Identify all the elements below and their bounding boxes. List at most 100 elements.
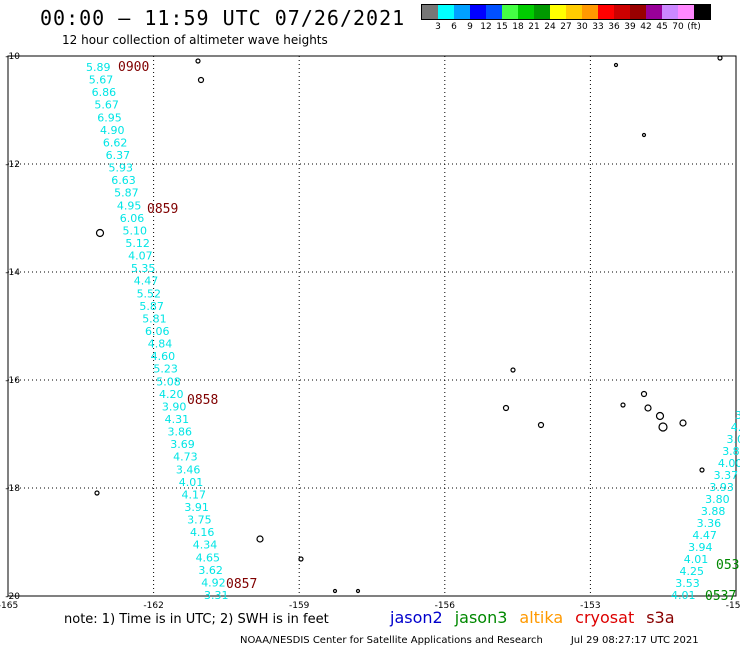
track-value-label: 3.53 [675, 577, 700, 590]
y-tick-label: -18 [5, 484, 20, 494]
island-outline [679, 419, 687, 427]
track-value-label: 6.37 [106, 149, 130, 162]
x-tick-label: -162 [143, 601, 163, 611]
track-value-label: 5.10 [123, 224, 147, 237]
track-value-label: 5.81 [142, 312, 167, 325]
footer: NOAA/NESDIS Center for Satellite Applica… [240, 635, 699, 646]
colorbar-swatch [550, 5, 566, 19]
track-value-label: 4.20 [159, 388, 184, 401]
map-title: 00:00 – 11:59 UTC 07/26/2021 [40, 6, 406, 30]
colorbar-swatch [694, 5, 710, 19]
track-value-label: 3.80 [705, 493, 730, 506]
track-value-label: 6.62 [103, 136, 128, 149]
track-value-label: 3.62 [198, 564, 223, 577]
satellite-legend-jason2: jason2 [390, 608, 443, 627]
colorbar-swatch [582, 5, 598, 19]
colorbar-tick-label: 6 [451, 22, 457, 32]
track-value-label: 4.31 [165, 413, 190, 426]
colorbar-swatch [518, 5, 534, 19]
track-value-label: 6.86 [92, 86, 117, 99]
colorbar-tick-label: 45 [656, 22, 668, 32]
track-value-label: 3.88 [722, 445, 740, 458]
track-value-label: 3.46 [176, 463, 201, 476]
track-value-label: 4.47 [692, 529, 717, 542]
island-outline [355, 588, 361, 594]
track-value-label: 5.89 [86, 61, 111, 74]
track-time-label: 0858 [187, 393, 218, 408]
track-value-label: 4.73 [173, 451, 198, 464]
colorbar-swatch [470, 5, 486, 19]
x-tick-label: -156 [435, 601, 456, 611]
colorbar-tick-label: 3 [435, 22, 441, 32]
colorbar-swatch [454, 5, 470, 19]
island-outline [510, 367, 516, 373]
track-value-label: 4.84 [148, 338, 173, 351]
colorbar-tick-label: 18 [512, 22, 524, 32]
y-tick-label: -16 [5, 376, 20, 386]
track-value-label: 3.0 [726, 433, 740, 446]
island-outline [641, 132, 647, 138]
island-outline [658, 422, 668, 432]
x-tick-label: -153 [580, 601, 600, 611]
colorbar-tick-label: 30 [576, 22, 588, 32]
island-outline [195, 58, 201, 64]
track-value-label: 4.01 [684, 553, 709, 566]
colorbar-unit: (ft) [687, 22, 701, 32]
track-value-label: 4.65 [196, 551, 221, 564]
track-value-label: 4.90 [100, 124, 125, 137]
satellite-legend-jason3: jason3 [454, 608, 508, 627]
track-time-label: 053 [716, 558, 739, 573]
satellite-legend-cryosat: cryosat [575, 608, 635, 627]
track-value-label: 4.34 [193, 539, 218, 552]
island-outline [640, 390, 648, 398]
colorbar-swatch [678, 5, 694, 19]
colorbar-swatch [438, 5, 454, 19]
colorbar-tick-label: 70 [672, 22, 684, 32]
track-value-label: 4.07 [128, 250, 153, 263]
island-outline [502, 404, 510, 412]
y-tick-label: -14 [5, 268, 20, 278]
track-value-label: 6.95 [97, 111, 122, 124]
track-value-label: 3.31 [204, 589, 229, 602]
x-tick-label: -150 [726, 601, 740, 611]
track-time-label: 0859 [147, 202, 178, 217]
island-outline [95, 228, 105, 238]
track-value-label: 4.95 [117, 199, 141, 212]
colorbar-tick-label: 39 [624, 22, 636, 32]
track-value-label: 5.35 [131, 262, 156, 275]
track-value-label: 5.67 [94, 99, 119, 112]
track-value-label: 3.36 [697, 517, 722, 530]
colorbar-swatch [486, 5, 502, 19]
colorbar-swatch [614, 5, 630, 19]
colorbar-swatch [422, 5, 438, 19]
track-value-label: 5.23 [153, 363, 178, 376]
track-value-label: 4.17 [182, 488, 207, 501]
colorbar-tick-label: 27 [560, 22, 572, 32]
units-note: note: 1) Time is in UTC; 2) SWH is in fe… [64, 612, 329, 627]
colorbar-swatches [421, 4, 711, 20]
colorbar-legend: 3 6 9 12 15 18 21 24 27 30 33 36 39 42 45 70 (ft) [421, 4, 711, 34]
island-outline [717, 55, 723, 61]
track-value-label: 5.67 [89, 74, 114, 87]
y-tick-label: -10 [5, 52, 20, 62]
track-value-label: 6.63 [111, 174, 135, 187]
track-value-label: 3.88 [701, 505, 726, 518]
track-value-label: 4.25 [680, 565, 705, 578]
colorbar-swatch [630, 5, 646, 19]
colorbar-tick-label: 15 [496, 22, 508, 32]
track-value-label: 3.94 [688, 541, 713, 554]
track-value-label: 3.69 [170, 438, 195, 451]
island-outline [613, 62, 619, 68]
island-outline [699, 467, 705, 473]
satellite-legend-s3a: s3a [646, 608, 675, 627]
track-value-label: 4.47 [134, 275, 159, 288]
track-value-label: 4.16 [190, 526, 215, 539]
track-value-label: 3.75 [187, 514, 212, 527]
track-value-label: 5.12 [125, 237, 150, 250]
x-tick-label: -165 [0, 601, 18, 611]
colorbar-labels: 3 6 9 12 15 18 21 24 27 30 33 36 39 42 45 70 (ft) [421, 22, 711, 34]
island-outline [298, 556, 304, 562]
track-value-label: 3.93 [709, 481, 734, 494]
track-value-label: 5.87 [139, 300, 164, 313]
